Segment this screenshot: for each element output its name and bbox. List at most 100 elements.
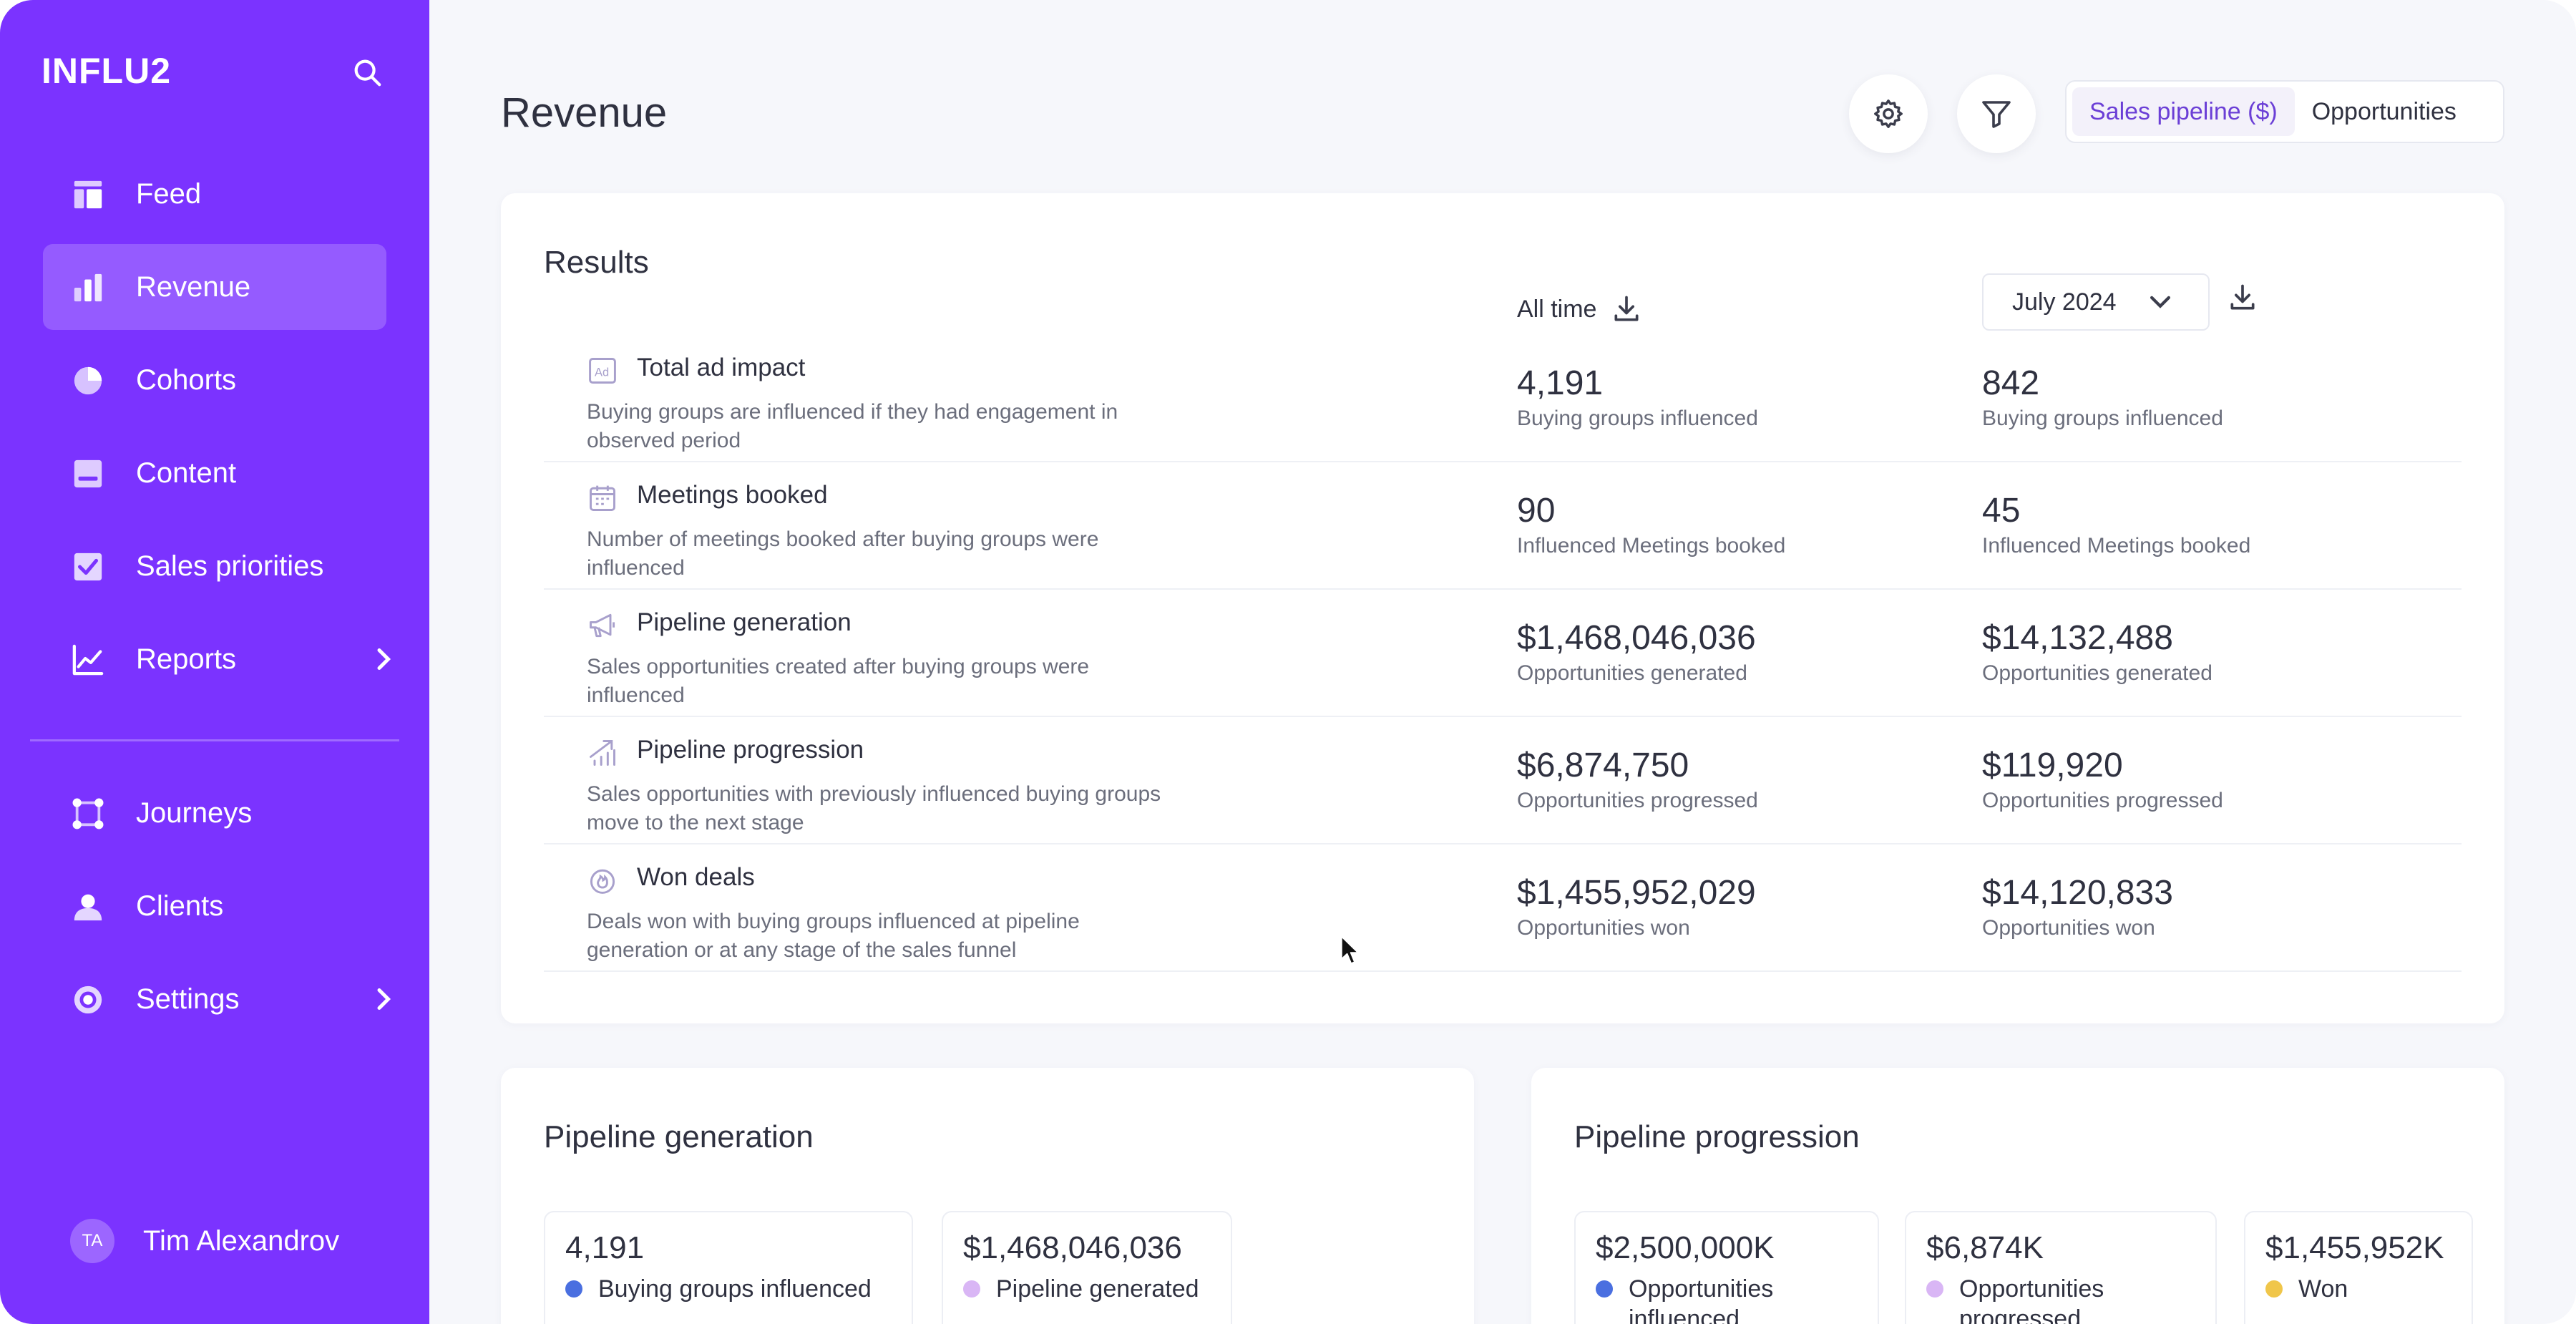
metric-value: 4,191 — [1517, 364, 1604, 402]
month-select-value: July 2024 — [2012, 288, 2117, 316]
legend-dot — [2265, 1280, 2283, 1298]
toggle-sales-pipeline[interactable]: Sales pipeline ($) — [2072, 87, 2295, 136]
row-divider — [544, 843, 2462, 844]
filter-icon — [1982, 101, 2011, 128]
pie-chart-icon — [74, 366, 102, 395]
metric-label: Opportunities won — [1982, 916, 2155, 940]
sidebar-item-label: Reports — [136, 643, 237, 675]
sidebar-item-revenue[interactable]: Revenue — [43, 244, 386, 330]
download-icon[interactable] — [2227, 282, 2258, 313]
settings-button[interactable] — [1849, 74, 1928, 153]
metric-value: $1,468,046,036 — [1517, 619, 1756, 657]
sidebar-item-settings[interactable]: Settings — [43, 956, 391, 1042]
month-metric: $14,120,833 Opportunities won — [1982, 873, 2173, 940]
kpi-pipeline-generated: $1,468,046,036 Pipeline generated — [942, 1211, 1232, 1324]
legend-dot — [1596, 1280, 1613, 1298]
user-icon — [74, 894, 102, 921]
row-divider — [544, 970, 2462, 972]
metric-label: Opportunities won — [1517, 916, 1690, 940]
row-title: Meetings booked — [637, 481, 828, 509]
sidebar-item-content[interactable]: Content — [43, 430, 386, 516]
row-divider — [544, 461, 2462, 462]
sidebar-item-feed[interactable]: Feed — [43, 151, 386, 237]
kpi-value: $2,500,000K — [1596, 1230, 1775, 1265]
results-card — [501, 193, 2504, 1023]
kpi-opportunities-influenced: $2,500,000K Opportunities influenced — [1574, 1211, 1879, 1324]
journey-icon — [72, 798, 104, 829]
kpi-label-text: Won — [2298, 1275, 2348, 1303]
sidebar-item-reports[interactable]: Reports — [43, 616, 391, 702]
kpi-label-text: Opportunities progressed — [1959, 1275, 2104, 1324]
kpi-label: Opportunities progressed — [1926, 1274, 2195, 1324]
results-row-won-deals: Won deals Deals won with buying groups i… — [544, 857, 2462, 985]
metric-label: Buying groups influenced — [1982, 407, 2223, 430]
trophy-icon — [590, 869, 615, 894]
toggle-opportunities[interactable]: Opportunities — [2311, 97, 2457, 125]
all-time-label: All time — [1517, 295, 1597, 323]
all-time-metric: 90 Influenced Meetings booked — [1517, 491, 1785, 558]
row-title: Won deals — [637, 863, 755, 891]
sidebar-item-label: Journeys — [136, 797, 253, 829]
sidebar-item-clients[interactable]: Clients — [43, 863, 386, 949]
all-time-metric: 4,191 Buying groups influenced — [1517, 364, 1758, 431]
kpi-buying-groups: 4,191 Buying groups influenced — [544, 1211, 913, 1324]
chevron-right-icon — [377, 988, 391, 1010]
app-logo: INFLU2 — [42, 51, 171, 91]
content-icon — [74, 459, 102, 488]
checkbox-icon — [74, 553, 102, 581]
page-title: Revenue — [501, 89, 668, 136]
kpi-label-text: Opportunities influenced — [1629, 1275, 1774, 1324]
metric-label: Opportunities generated — [1982, 661, 2212, 685]
row-description: Sales opportunities with previously infl… — [587, 782, 1161, 834]
sidebar-item-cohorts[interactable]: Cohorts — [43, 337, 386, 423]
metric-value: $6,874,750 — [1517, 746, 1689, 784]
metric-label: Influenced Meetings booked — [1982, 534, 2251, 558]
results-row-total-ad-impact: Ad Total ad impact Buying groups are inf… — [544, 348, 2462, 475]
results-row-pipeline-generation: Pipeline generation Sales opportunities … — [544, 603, 2462, 730]
metric-label: Opportunities progressed — [1517, 789, 1758, 812]
user-profile[interactable]: TA Tim Alexandrov — [70, 1219, 339, 1263]
all-time-header: All time — [1517, 293, 1642, 325]
sidebar-item-journeys[interactable]: Journeys — [43, 770, 386, 856]
search-icon[interactable] — [351, 56, 384, 89]
gear-icon — [1874, 99, 1903, 128]
month-metric: $14,132,488 Opportunities generated — [1982, 618, 2212, 686]
kpi-label-text: Buying groups influenced — [598, 1275, 872, 1303]
sidebar-item-label: Settings — [136, 983, 240, 1015]
kpi-value: 4,191 — [565, 1230, 645, 1265]
kpi-label: Opportunities influenced — [1596, 1274, 1858, 1324]
metric-value: 45 — [1982, 492, 2021, 530]
legend-dot — [1926, 1280, 1943, 1298]
month-select[interactable]: July 2024 — [1982, 273, 2210, 331]
row-description: Buying groups are influenced if they had… — [587, 400, 1118, 452]
kpi-value: $1,455,952K — [2265, 1230, 2444, 1265]
line-chart-icon — [72, 644, 104, 676]
row-description: Deals won with buying groups influenced … — [587, 910, 1080, 962]
user-name: Tim Alexandrov — [143, 1225, 340, 1257]
bar-chart-icon — [74, 273, 102, 302]
download-icon[interactable] — [1611, 293, 1642, 325]
pipeline-generation-title: Pipeline generation — [544, 1119, 814, 1154]
pipeline-progression-title: Pipeline progression — [1574, 1119, 1860, 1154]
metric-value: $14,132,488 — [1982, 619, 2173, 657]
filter-button[interactable] — [1957, 74, 2036, 153]
metric-value: 90 — [1517, 492, 1556, 530]
all-time-metric: $1,455,952,029 Opportunities won — [1517, 873, 1756, 940]
kpi-value: $1,468,046,036 — [963, 1230, 1182, 1265]
avatar: TA — [70, 1219, 114, 1263]
results-row-pipeline-progression: Pipeline progression Sales opportunities… — [544, 730, 2462, 857]
month-metric: 45 Influenced Meetings booked — [1982, 491, 2250, 558]
row-title: Pipeline progression — [637, 736, 864, 764]
sidebar-item-label: Cohorts — [136, 364, 237, 396]
kpi-label: Buying groups influenced — [565, 1274, 892, 1304]
sidebar-item-label: Feed — [136, 177, 202, 210]
metric-label: Opportunities generated — [1517, 661, 1747, 685]
row-description: Number of meetings booked after buying g… — [587, 527, 1099, 580]
row-title: Pipeline generation — [637, 608, 852, 636]
sidebar-item-sales-priorities[interactable]: Sales priorities — [43, 523, 386, 609]
calendar-icon — [590, 485, 615, 511]
kpi-label: Pipeline generated — [963, 1274, 1211, 1304]
all-time-metric: $6,874,750 Opportunities progressed — [1517, 746, 1758, 813]
svg-text:Ad: Ad — [595, 366, 609, 379]
